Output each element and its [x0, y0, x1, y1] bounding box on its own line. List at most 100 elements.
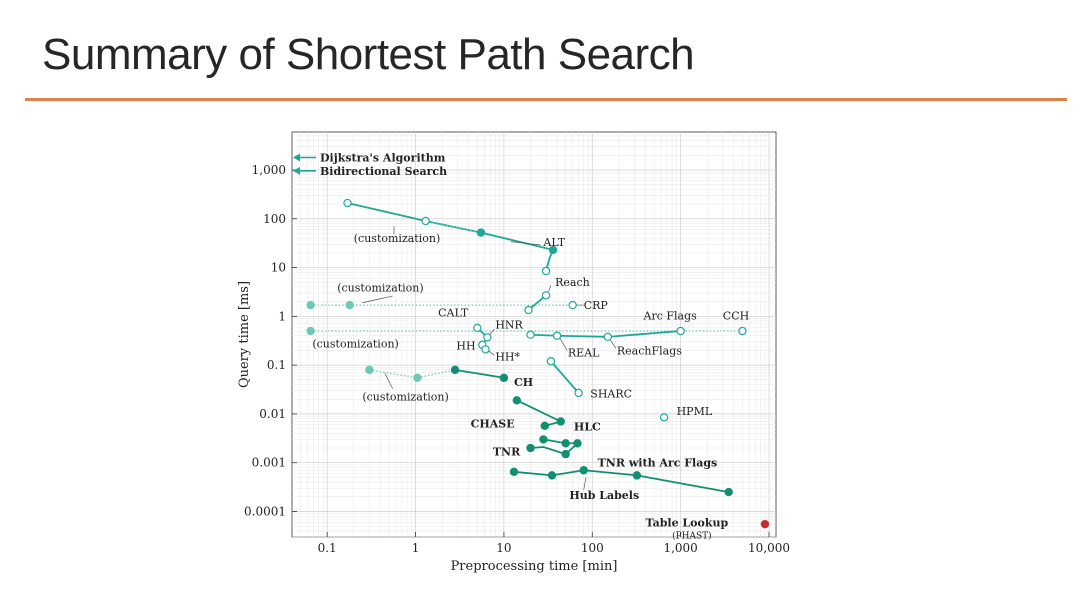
annotation-label: HNR	[495, 319, 523, 332]
series-line	[530, 330, 681, 338]
y-tick-label: 1	[278, 309, 286, 323]
data-point	[724, 487, 733, 497]
slide-title: Summary of Shortest Path Search	[42, 30, 695, 79]
data-point	[659, 413, 669, 422]
data-point	[483, 333, 492, 342]
series-line	[530, 442, 579, 456]
data-point	[473, 323, 482, 333]
leader-line	[558, 336, 568, 351]
annotation-label: HPML	[677, 405, 713, 418]
data-point	[547, 471, 557, 480]
annotation-label: CHASE	[471, 418, 515, 431]
data-point	[556, 417, 565, 426]
arrow-label: Bidirectional Search	[320, 165, 447, 178]
data-point	[343, 198, 352, 208]
series-line	[425, 220, 482, 234]
data-point	[548, 245, 558, 255]
y-axis-label: Query time [ms]	[237, 281, 252, 388]
leader-line	[548, 285, 552, 292]
data-point	[603, 332, 613, 342]
data-point	[541, 266, 551, 276]
data-point	[760, 519, 770, 529]
series-line	[454, 368, 505, 379]
x-tick-label: 1	[412, 541, 420, 555]
y-tick-label: 0.1	[267, 358, 286, 372]
annotation-label: SHARC	[590, 388, 632, 401]
annotation-label: HH	[456, 340, 475, 353]
x-tick-label: 10,000	[748, 541, 790, 555]
data-point	[579, 466, 588, 475]
y-tick-label: 0.01	[259, 407, 286, 421]
annotation-label: CH	[514, 376, 533, 389]
arrow-head	[293, 153, 300, 162]
y-tick-label: 1,000	[252, 163, 286, 177]
annotation-label: REAL	[568, 347, 600, 360]
annotation-label: Hub Labels	[569, 489, 639, 502]
annotation-label: ReachFlags	[617, 344, 682, 357]
annotation-label: TNR	[493, 445, 521, 458]
y-tick-label: 0.0001	[244, 504, 286, 518]
grid-major	[292, 132, 776, 537]
data-point	[476, 228, 486, 237]
data-point	[574, 388, 583, 398]
data-point	[676, 326, 685, 336]
data-point	[421, 216, 430, 226]
annotation-label: HLC	[574, 421, 601, 434]
data-point	[512, 396, 522, 405]
data-point	[573, 439, 582, 448]
data-point	[365, 365, 374, 375]
annotation-label: CALT	[438, 306, 469, 319]
data-point	[509, 467, 519, 477]
series-line	[369, 369, 456, 379]
grid-minor	[292, 132, 776, 538]
leader-line	[384, 373, 393, 389]
data-point	[552, 331, 562, 340]
arrow-label: Dijkstra's Algorithm	[320, 152, 446, 165]
x-tick-label: 1,000	[663, 541, 697, 555]
data-point	[526, 330, 535, 339]
x-tick-label: 100	[581, 541, 604, 555]
y-tick-label: 100	[263, 212, 286, 226]
y-tick-label: 10	[271, 261, 286, 275]
annotation-label: (customization)	[337, 281, 423, 294]
data-point	[481, 345, 490, 354]
data-point	[540, 421, 549, 431]
annotation-label: (customization)	[312, 337, 398, 350]
annotation-label: Table Lookup	[645, 516, 728, 529]
annotation-label: HH*	[495, 351, 520, 364]
x-tick-label: 10	[496, 541, 511, 555]
x-axis-label: Preprocessing time [min]	[451, 559, 618, 574]
leader-line	[583, 477, 587, 490]
data-point	[413, 373, 422, 382]
data-point	[306, 326, 315, 336]
data-point	[632, 471, 642, 480]
series-line	[550, 360, 580, 394]
annotation-label: (customization)	[354, 232, 440, 245]
data-point	[561, 439, 570, 448]
data-point	[450, 365, 460, 375]
annotation-label: TNR with Arc Flags	[598, 457, 718, 470]
data-point	[526, 443, 535, 453]
data-point	[306, 300, 315, 310]
annotation-label: CRP	[584, 299, 609, 312]
data-point	[568, 300, 577, 310]
data-point	[541, 291, 551, 300]
series-line	[347, 202, 555, 272]
data-point	[499, 373, 509, 382]
annotation-label: (PHAST)	[672, 530, 712, 541]
data-point	[546, 357, 556, 366]
annotation-label: (customization)	[362, 390, 448, 403]
y-tick-label: 0.001	[252, 456, 286, 470]
annotation-label: Arc Flags	[643, 309, 698, 322]
data-point	[539, 435, 548, 444]
leader-line	[510, 241, 541, 246]
data-point	[561, 449, 570, 459]
annotation-label: CCH	[723, 309, 749, 322]
title-divider	[25, 98, 1067, 101]
x-tick-label: 0.1	[318, 541, 337, 555]
data-point	[738, 326, 747, 336]
annotation-label: Reach	[555, 276, 590, 289]
annotation-label: ALT	[542, 236, 565, 249]
arrow-head	[293, 166, 300, 175]
data-point	[524, 305, 533, 315]
